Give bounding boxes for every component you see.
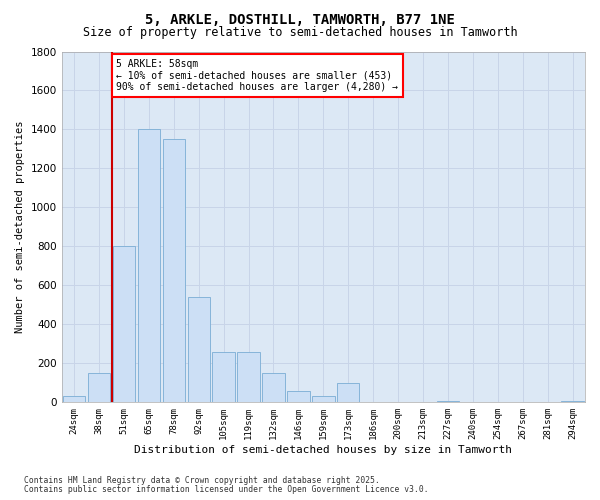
Text: 5, ARKLE, DOSTHILL, TAMWORTH, B77 1NE: 5, ARKLE, DOSTHILL, TAMWORTH, B77 1NE [145, 12, 455, 26]
Text: Size of property relative to semi-detached houses in Tamworth: Size of property relative to semi-detach… [83, 26, 517, 39]
Bar [337, 383, 359, 402]
Bar [163, 139, 185, 402]
Bar [113, 246, 135, 402]
Y-axis label: Number of semi-detached properties: Number of semi-detached properties [15, 120, 25, 333]
Bar [238, 352, 260, 403]
Title: 5, ARKLE, DOSTHILL, TAMWORTH, B77 1NE
Size of property relative to semi-detached: 5, ARKLE, DOSTHILL, TAMWORTH, B77 1NE Si… [0, 499, 1, 500]
X-axis label: Distribution of semi-detached houses by size in Tamworth: Distribution of semi-detached houses by … [134, 445, 512, 455]
Bar [188, 297, 210, 403]
Bar [63, 396, 85, 402]
Bar [312, 396, 335, 402]
Bar [262, 373, 285, 402]
Text: Contains public sector information licensed under the Open Government Licence v3: Contains public sector information licen… [24, 484, 428, 494]
Bar [287, 390, 310, 402]
Bar [212, 352, 235, 403]
Text: Contains HM Land Registry data © Crown copyright and database right 2025.: Contains HM Land Registry data © Crown c… [24, 476, 380, 485]
Bar [137, 130, 160, 402]
Bar [88, 373, 110, 402]
Text: 5 ARKLE: 58sqm
← 10% of semi-detached houses are smaller (453)
90% of semi-detac: 5 ARKLE: 58sqm ← 10% of semi-detached ho… [116, 60, 398, 92]
